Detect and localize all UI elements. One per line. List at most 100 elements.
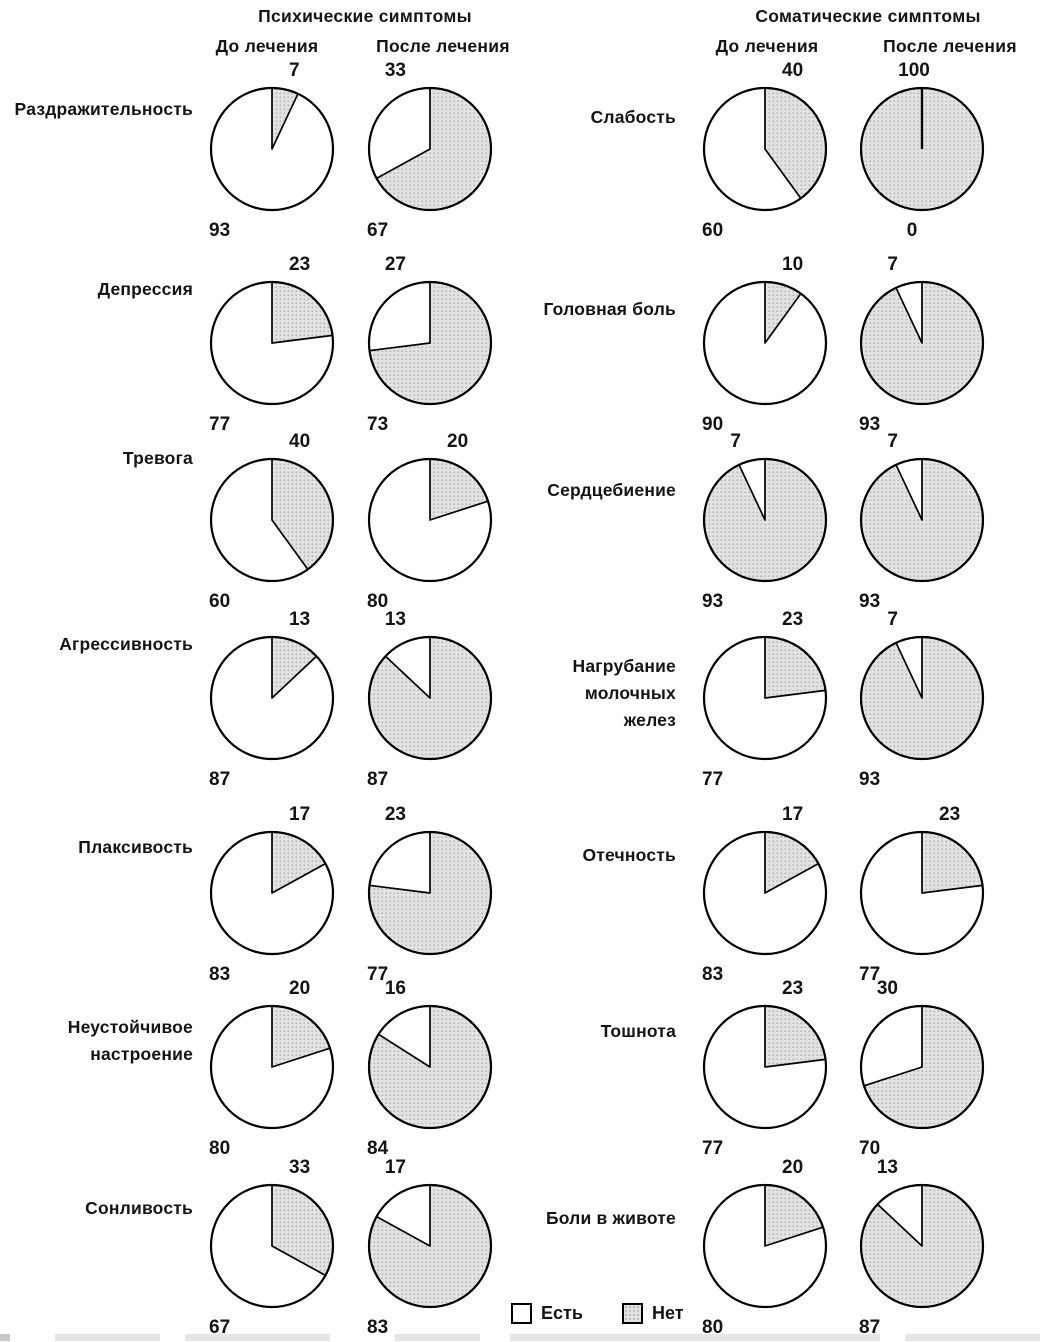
pie-outline (367, 86, 493, 212)
pie-chart (209, 1004, 335, 1130)
pie-chart (367, 1183, 493, 1309)
value-label-bottom: 93 (859, 591, 881, 612)
pie-outline (367, 1183, 493, 1309)
value-label-top: 7 (887, 609, 898, 630)
value-label-bottom: 93 (702, 591, 724, 612)
legend-label: Нет (652, 1303, 684, 1323)
value-label-bottom: 77 (209, 414, 231, 435)
pie-chart (702, 457, 828, 583)
pie-outline (702, 1004, 828, 1130)
value-label-top: 30 (876, 978, 898, 999)
symptom-label-line: Плаксивость (78, 837, 193, 857)
pie-outline (859, 1004, 985, 1130)
pie-outline (702, 635, 828, 761)
value-label-top: 27 (384, 254, 406, 275)
pie-holder (700, 1181, 830, 1311)
column-header-after: После лечения (883, 36, 1017, 56)
symptom-label-line: Депрессия (97, 279, 193, 299)
value-label-bottom: 67 (367, 220, 389, 241)
pie-chart (859, 1183, 985, 1309)
value-label-bottom: 80 (367, 591, 389, 612)
pie-outline (367, 280, 493, 406)
value-label-top: 7 (887, 254, 898, 275)
pie-holder (365, 1002, 495, 1132)
value-label-bottom: 77 (702, 1138, 724, 1159)
pie-holder (700, 1002, 830, 1132)
pie-chart (859, 280, 985, 406)
value-label-bottom: 93 (859, 769, 881, 790)
value-label-top: 17 (782, 804, 804, 825)
pie-outline (367, 1004, 493, 1130)
pie-outline (859, 457, 985, 583)
value-label-top: 23 (289, 254, 311, 275)
pie-outline (859, 280, 985, 406)
value-label-bottom: 70 (859, 1138, 881, 1159)
value-label-top: 100 (898, 60, 930, 81)
value-label-bottom: 0 (906, 220, 918, 241)
pie-outline (209, 86, 335, 212)
value-label-bottom: 87 (859, 1317, 881, 1338)
pie-holder (365, 633, 495, 763)
pie-holder (700, 828, 830, 958)
symptom-label-line: Отечность (582, 845, 676, 865)
value-label-top: 13 (384, 609, 406, 630)
section-title: Психические симптомы (258, 6, 472, 26)
symptom-label-line: Сердцебиение (547, 480, 676, 500)
pie-holder (365, 278, 495, 408)
pie-holder (857, 633, 987, 763)
symptom-label-line: Нагрубание (572, 656, 676, 676)
pie-outline (367, 635, 493, 761)
symptom-label: Отечность (466, 842, 676, 869)
pie-holder (207, 278, 337, 408)
value-label-top: 20 (782, 1157, 804, 1178)
value-label-top: 40 (782, 60, 804, 81)
pie-chart (209, 86, 335, 212)
pie-chart (702, 280, 828, 406)
pie-holder (365, 84, 495, 214)
symptom-label-line: желез (623, 710, 676, 730)
legend-item: Есть (511, 1303, 583, 1324)
pie-holder (365, 1181, 495, 1311)
pie-holder (207, 828, 337, 958)
symptom-label-line: Тошнота (600, 1021, 676, 1041)
pie-outline (209, 1183, 335, 1309)
value-label-top: 13 (289, 609, 311, 630)
pie-chart (367, 635, 493, 761)
symptom-label: Слабость (466, 104, 676, 131)
symptom-label: Плаксивость (0, 834, 193, 861)
pie-holder (857, 84, 987, 214)
pie-outline (702, 457, 828, 583)
symptom-label: Сонливость (0, 1195, 193, 1222)
pie-chart (702, 1183, 828, 1309)
symptom-label-line: Агрессивность (59, 634, 193, 654)
pie-holder (365, 455, 495, 585)
pie-outline (209, 280, 335, 406)
pie-chart (702, 86, 828, 212)
symptom-label: Сердцебиение (466, 477, 676, 504)
pie-outline (367, 830, 493, 956)
pie-outline (702, 86, 828, 212)
pie-chart (702, 830, 828, 956)
pie-holder (207, 455, 337, 585)
pie-outline (702, 280, 828, 406)
symptom-label: Раздражительность (0, 96, 193, 123)
symptom-label-line: Боли в животе (545, 1208, 676, 1228)
pie-chart (859, 635, 985, 761)
value-label-top: 40 (289, 431, 311, 452)
value-label-top: 7 (289, 60, 300, 81)
pie-holder (365, 828, 495, 958)
symptom-label: Депрессия (0, 276, 193, 303)
symptom-label: Тревога (0, 445, 193, 472)
pie-outline (859, 1183, 985, 1309)
pie-outline (209, 457, 335, 583)
pie-outline (209, 635, 335, 761)
value-label-top: 10 (782, 254, 804, 275)
value-label-top: 23 (384, 804, 406, 825)
legend-swatch-white-icon (511, 1303, 532, 1324)
value-label-bottom: 77 (367, 964, 389, 985)
pie-holder (700, 84, 830, 214)
pie-chart (859, 830, 985, 956)
symptom-label: Агрессивность (0, 631, 193, 658)
value-label-bottom: 84 (367, 1138, 389, 1159)
pie-holder (207, 633, 337, 763)
